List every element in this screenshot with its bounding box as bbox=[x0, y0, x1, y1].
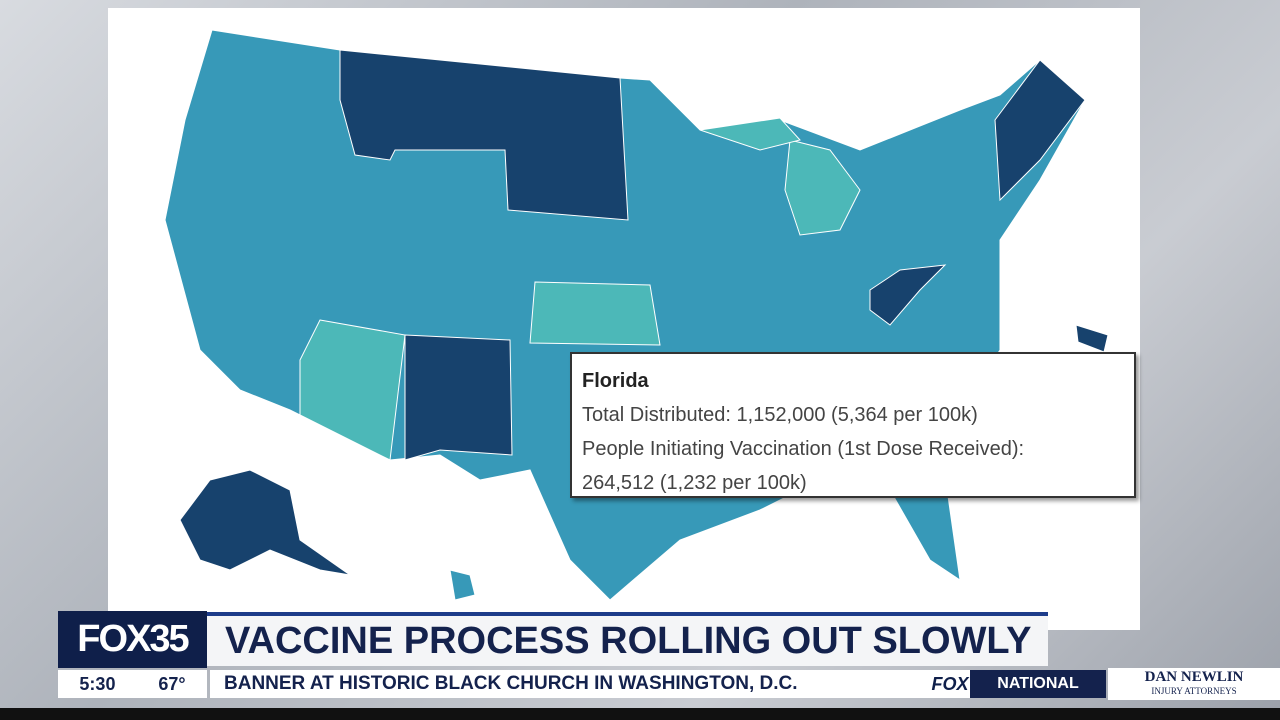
west-virginia bbox=[869, 264, 947, 326]
ticker-logo: FOX bbox=[930, 670, 970, 698]
arizona bbox=[299, 319, 406, 461]
tooltip: Florida Total Distributed: 1,152,000 (5,… bbox=[570, 352, 1136, 498]
new-mexico bbox=[404, 334, 513, 461]
michigan bbox=[784, 139, 861, 236]
ticker: BANNER AT HISTORIC BLACK CHURCH IN WASHI… bbox=[210, 670, 930, 698]
hawaii bbox=[449, 569, 476, 601]
michigan-up bbox=[699, 117, 801, 151]
logo-channel: 35 bbox=[149, 618, 189, 660]
time: 5:30 bbox=[79, 674, 116, 694]
tooltip-line: People Initiating Vaccination (1st Dose … bbox=[582, 438, 1025, 460]
kansas bbox=[529, 281, 661, 346]
tooltip-line: Total Distributed: 1,152,000 (5,364 per … bbox=[582, 404, 978, 426]
ticker-section: NATIONAL bbox=[970, 670, 1106, 698]
sponsor-name: DAN NEWLIN bbox=[1144, 669, 1244, 685]
sponsor-tagline: INJURY ATTORNEYS bbox=[1151, 686, 1237, 696]
tooltip-title: Florida bbox=[582, 370, 649, 392]
logo-brand: FOX bbox=[77, 618, 151, 660]
us-map bbox=[164, 29, 1109, 601]
delaware-region bbox=[1075, 324, 1109, 353]
alaska bbox=[179, 469, 351, 576]
channel-logo: FOX 35 bbox=[58, 611, 207, 668]
new-england bbox=[994, 59, 1086, 202]
bottom-bar bbox=[0, 708, 1280, 720]
tooltip-line: 264,512 (1,232 per 100k) bbox=[582, 472, 807, 494]
sponsor: DAN NEWLIN INJURY ATTORNEYS bbox=[1108, 668, 1280, 700]
map-panel bbox=[108, 8, 1140, 630]
headline: VACCINE PROCESS ROLLING OUT SLOWLY bbox=[207, 612, 1048, 666]
states-dark bbox=[339, 49, 629, 221]
temperature: 67° bbox=[158, 674, 186, 694]
time-weather: 5:30 67° bbox=[58, 670, 207, 698]
